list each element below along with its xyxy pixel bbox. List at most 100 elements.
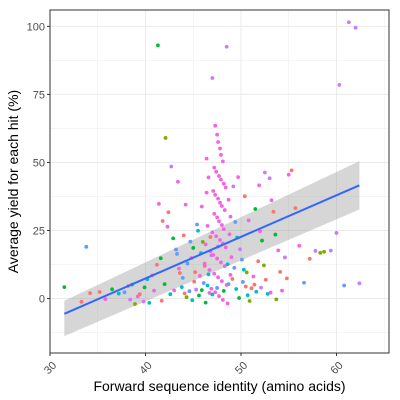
data-point (222, 289, 226, 293)
data-point (220, 204, 224, 208)
data-point (133, 302, 137, 306)
data-point (283, 256, 287, 260)
data-point (264, 278, 268, 282)
data-point (80, 300, 84, 304)
data-point (176, 180, 180, 184)
data-point (322, 250, 326, 254)
data-point (222, 182, 226, 186)
y-tick-label: 100 (27, 21, 45, 33)
data-point (248, 299, 252, 303)
data-point (163, 282, 167, 286)
data-point (192, 280, 196, 284)
data-point (208, 268, 212, 272)
data-point (186, 262, 190, 266)
data-point (177, 267, 181, 271)
data-point (245, 271, 249, 275)
data-point (342, 284, 346, 288)
data-point (237, 296, 241, 300)
data-point (215, 216, 219, 220)
data-point (226, 302, 230, 306)
data-point (212, 212, 216, 216)
data-point (217, 219, 221, 223)
data-point (220, 223, 224, 227)
data-point (354, 26, 358, 30)
data-point (230, 255, 234, 259)
data-point (185, 295, 189, 299)
data-point (216, 197, 220, 201)
data-point (169, 165, 173, 169)
data-point (184, 203, 188, 207)
data-point (98, 290, 102, 294)
data-point (211, 189, 215, 193)
data-point (246, 293, 250, 297)
data-point (228, 232, 232, 236)
data-point (262, 263, 266, 267)
data-point (207, 176, 211, 180)
data-point (216, 275, 220, 279)
data-point (180, 285, 184, 289)
y-axis-title: Average yield for each hit (%) (5, 90, 21, 273)
data-point (206, 224, 210, 228)
data-point (285, 277, 289, 281)
data-point (123, 290, 127, 294)
data-point (227, 198, 231, 202)
data-point (247, 219, 251, 223)
y-tick-label: 25 (33, 226, 45, 238)
data-point (263, 171, 267, 175)
data-point (188, 289, 192, 293)
data-point (280, 289, 284, 293)
data-point (206, 284, 210, 288)
data-point (259, 286, 263, 290)
data-point (243, 194, 247, 198)
data-point (230, 277, 234, 281)
data-point (172, 288, 176, 292)
data-point (218, 201, 222, 205)
data-point (167, 210, 171, 214)
data-point (160, 299, 164, 303)
data-point (260, 239, 264, 243)
data-point (219, 178, 223, 182)
data-point (278, 270, 282, 274)
data-point (329, 249, 333, 253)
data-point (219, 260, 223, 264)
data-point (216, 140, 220, 144)
y-tick-label: 75 (33, 89, 45, 101)
data-point (207, 272, 211, 276)
data-point (190, 298, 194, 302)
data-point (214, 170, 218, 174)
data-point (218, 238, 222, 242)
data-point (273, 233, 277, 237)
data-point (210, 231, 214, 235)
data-point (196, 229, 200, 233)
data-point (219, 153, 223, 157)
data-point (195, 223, 199, 227)
data-point (110, 287, 114, 291)
data-point (209, 287, 213, 291)
data-point (200, 288, 204, 292)
data-point (236, 175, 240, 179)
data-point (242, 268, 246, 272)
data-point (297, 244, 301, 248)
data-point (202, 281, 206, 285)
data-point (128, 298, 132, 302)
data-point (205, 191, 209, 195)
data-point (224, 245, 228, 249)
data-point (183, 291, 187, 295)
data-point (224, 186, 228, 190)
data-point (241, 280, 245, 284)
data-point (222, 227, 226, 231)
data-point (117, 292, 121, 296)
data-point (88, 291, 92, 295)
data-point (200, 205, 204, 209)
data-point (337, 83, 341, 87)
data-point (210, 293, 214, 297)
data-point (229, 273, 233, 277)
data-point (233, 220, 237, 224)
data-point (253, 207, 257, 211)
data-point (152, 289, 156, 293)
data-point (204, 242, 208, 246)
data-point (270, 198, 274, 202)
data-point (218, 147, 222, 151)
data-point (62, 285, 66, 289)
data-point (276, 248, 280, 252)
